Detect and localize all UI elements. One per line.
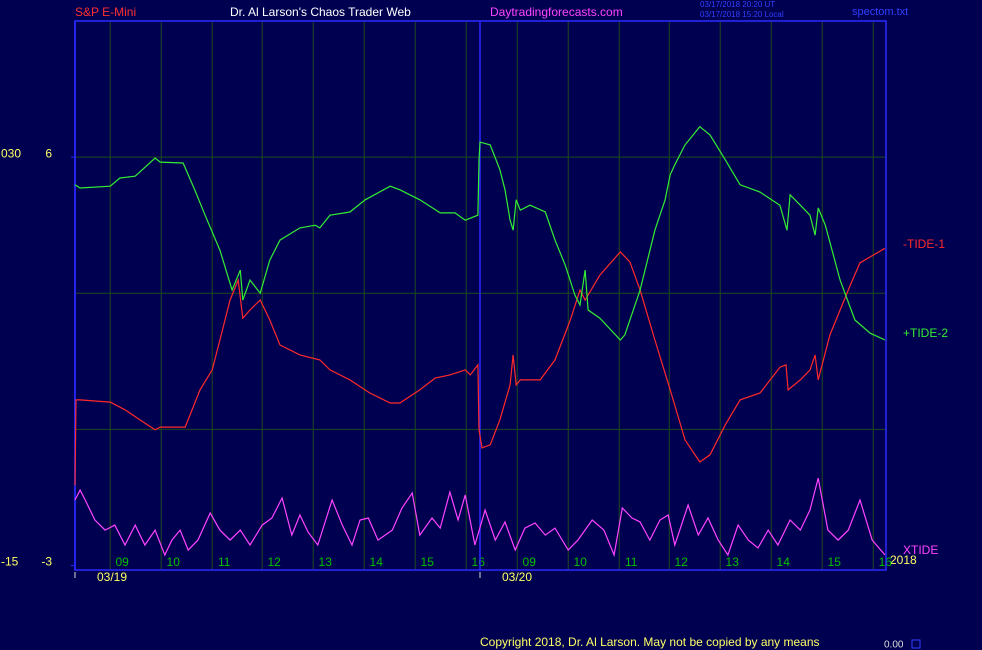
x-tick-label: 10: [574, 555, 588, 569]
x-tick-label: 09: [116, 555, 130, 569]
x-tick-label: 10: [167, 555, 181, 569]
date-label: 03/20: [502, 570, 532, 584]
chart-title: S&P E-Mini: [75, 5, 136, 19]
x-tick-label: 12: [268, 555, 282, 569]
series-line: [74, 125, 886, 341]
series-line: [74, 247, 886, 486]
x-tick-label: 09: [523, 555, 537, 569]
x-tick-label: 14: [777, 555, 791, 569]
series-line: [74, 477, 886, 558]
copyright: Copyright 2018, Dr. Al Larson. May not b…: [480, 635, 820, 649]
legend-label: +TIDE-2: [903, 326, 948, 340]
file-name: spectom.txt: [852, 6, 908, 18]
x-tick-label: 11: [625, 555, 638, 569]
legend-label: -TIDE-1: [903, 237, 945, 251]
year-label: 2018: [890, 553, 917, 567]
website: Daytradingforecasts.com: [490, 5, 623, 19]
x-tick-label: 13: [726, 555, 740, 569]
x-tick-label: 16: [472, 555, 486, 569]
plot-border: [74, 20, 887, 571]
legend-label: XTIDE: [903, 543, 938, 557]
y2-tick-label: 030: [1, 146, 21, 160]
date-label: 03/19: [97, 570, 127, 584]
y2-tick-label: -15: [1, 555, 19, 569]
x-tick-label: 15: [421, 555, 435, 569]
x-tick-label: 13: [319, 555, 333, 569]
timestamp: 03/17/2018 20:20 UT: [700, 0, 775, 9]
x-tick-label: 15: [828, 555, 842, 569]
chart-subtitle: Dr. Al Larson's Chaos Trader Web: [230, 5, 411, 19]
status-value: 0.00: [884, 640, 904, 650]
x-tick-label: 11: [218, 555, 231, 569]
y-tick-label: -3: [41, 555, 52, 569]
status-icon: [911, 639, 921, 649]
x-tick-label: 12: [675, 555, 689, 569]
x-tick-label: 14: [370, 555, 384, 569]
timestamp: 03/17/2018 15:20 Local: [700, 10, 784, 19]
y-tick-label: 6: [45, 146, 52, 160]
